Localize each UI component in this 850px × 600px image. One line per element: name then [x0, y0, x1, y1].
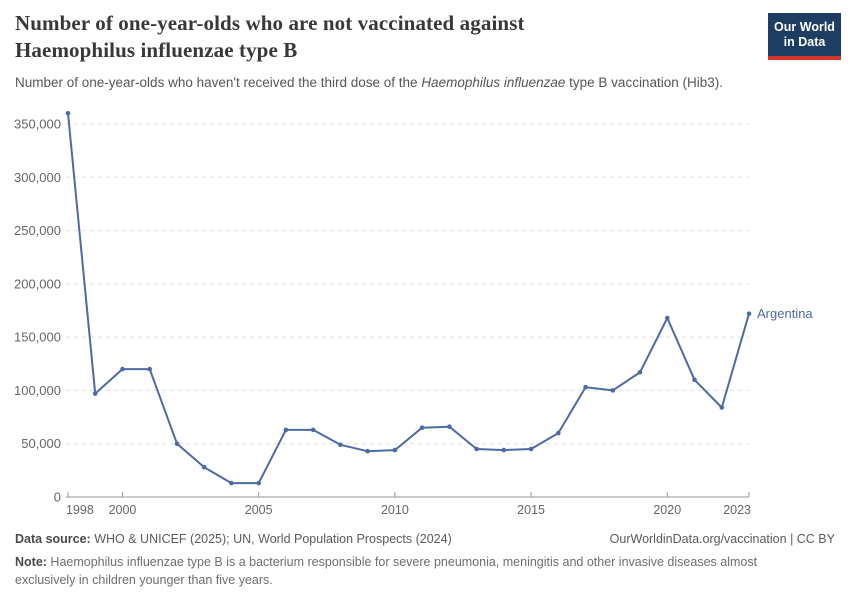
- x-tick-label: 2010: [381, 503, 409, 517]
- owid-cc-link[interactable]: OurWorldinData.org/vaccination | CC BY: [609, 532, 835, 546]
- data-point[interactable]: [283, 427, 289, 433]
- data-point[interactable]: [501, 447, 507, 453]
- data-point[interactable]: [610, 388, 616, 393]
- data-point[interactable]: [338, 442, 343, 448]
- y-tick-label: 300,000: [14, 170, 61, 185]
- chart-note: Note: Haemophilus influenzae type B is a…: [15, 553, 835, 589]
- x-tick-label: 2000: [109, 503, 137, 517]
- data-point[interactable]: [65, 111, 71, 116]
- data-line-argentina[interactable]: [67, 113, 750, 485]
- data-point[interactable]: [528, 446, 534, 452]
- y-tick-label: 200,000: [14, 276, 61, 291]
- y-gridlines: [66, 123, 749, 445]
- y-tick-label: 50,000: [21, 436, 61, 451]
- subtitle-text: Number of one-year-olds who haven't rece…: [15, 75, 422, 90]
- data-source: Data source: WHO & UNICEF (2025); UN, Wo…: [15, 531, 452, 547]
- data-point[interactable]: [310, 427, 316, 433]
- subtitle-italic-text: Haemophilus influenzae: [421, 75, 566, 90]
- data-point[interactable]: [583, 384, 588, 390]
- data-source-text: WHO & UNICEF (2025); UN, World Populatio…: [90, 532, 452, 546]
- x-axis-labels: 1998 2000 2005 2010 2015 2020 2023: [66, 503, 751, 517]
- y-tick-label: 350,000: [14, 117, 61, 132]
- note-line-1: Haemophilus influenzae type B is a bacte…: [46, 555, 758, 569]
- chart-footer: Data source: WHO & UNICEF (2025); UN, Wo…: [15, 531, 835, 589]
- data-point[interactable]: [365, 448, 370, 454]
- data-point[interactable]: [474, 446, 479, 452]
- data-point-markers: [65, 111, 752, 486]
- data-source-label: Data source:: [15, 532, 91, 546]
- data-point[interactable]: [665, 315, 670, 321]
- owid-logo-line2: in Data: [783, 35, 826, 49]
- data-point[interactable]: [147, 366, 152, 372]
- y-tick-label: 0: [54, 490, 61, 505]
- y-tick-label: 150,000: [14, 330, 61, 345]
- data-point[interactable]: [556, 430, 561, 436]
- line-chart-canvas[interactable]: 0 50,000 100,000 150,000 200,000 250,000 300,0…: [0, 105, 850, 525]
- x-tick-label: 2005: [245, 503, 273, 517]
- y-tick-label: 100,000: [14, 383, 61, 398]
- data-point[interactable]: [256, 480, 262, 486]
- note-label: Note:: [15, 555, 47, 569]
- data-point[interactable]: [229, 480, 234, 486]
- series-end-label-argentina[interactable]: Argentina: [757, 306, 813, 321]
- owid-logo[interactable]: Our World in Data: [768, 13, 841, 60]
- data-point[interactable]: [719, 405, 725, 410]
- data-point[interactable]: [201, 464, 207, 470]
- page-title: Number of one-year-olds who are not vacc…: [15, 10, 695, 64]
- title-line-1: Number of one-year-olds who are not vacc…: [15, 11, 525, 35]
- y-tick-label: 250,000: [14, 223, 61, 238]
- x-axis: [66, 492, 750, 498]
- owid-logo-line1: Our World: [774, 20, 835, 34]
- data-point[interactable]: [746, 311, 752, 316]
- data-point[interactable]: [92, 391, 98, 396]
- data-point[interactable]: [692, 377, 697, 383]
- data-point[interactable]: [174, 441, 180, 447]
- x-tick-label: 2015: [517, 503, 545, 517]
- subtitle-text-end: type B vaccination (Hib3).: [565, 75, 723, 90]
- y-axis-labels: 0 50,000 100,000 150,000 200,000 250,000 300,0…: [14, 117, 61, 505]
- chart-subtitle: Number of one-year-olds who haven't rece…: [15, 74, 815, 91]
- data-point[interactable]: [392, 447, 398, 453]
- data-point[interactable]: [447, 424, 452, 430]
- data-point[interactable]: [120, 366, 125, 372]
- x-tick-label: 2023: [723, 503, 751, 517]
- x-tick-label: 1998: [66, 503, 94, 517]
- data-point[interactable]: [419, 425, 425, 431]
- data-point[interactable]: [637, 370, 643, 375]
- x-tick-label: 2020: [653, 503, 681, 517]
- note-line-2: exclusively in children younger than fiv…: [15, 573, 273, 587]
- title-line-2: Haemophilus influenzae type B: [15, 38, 298, 62]
